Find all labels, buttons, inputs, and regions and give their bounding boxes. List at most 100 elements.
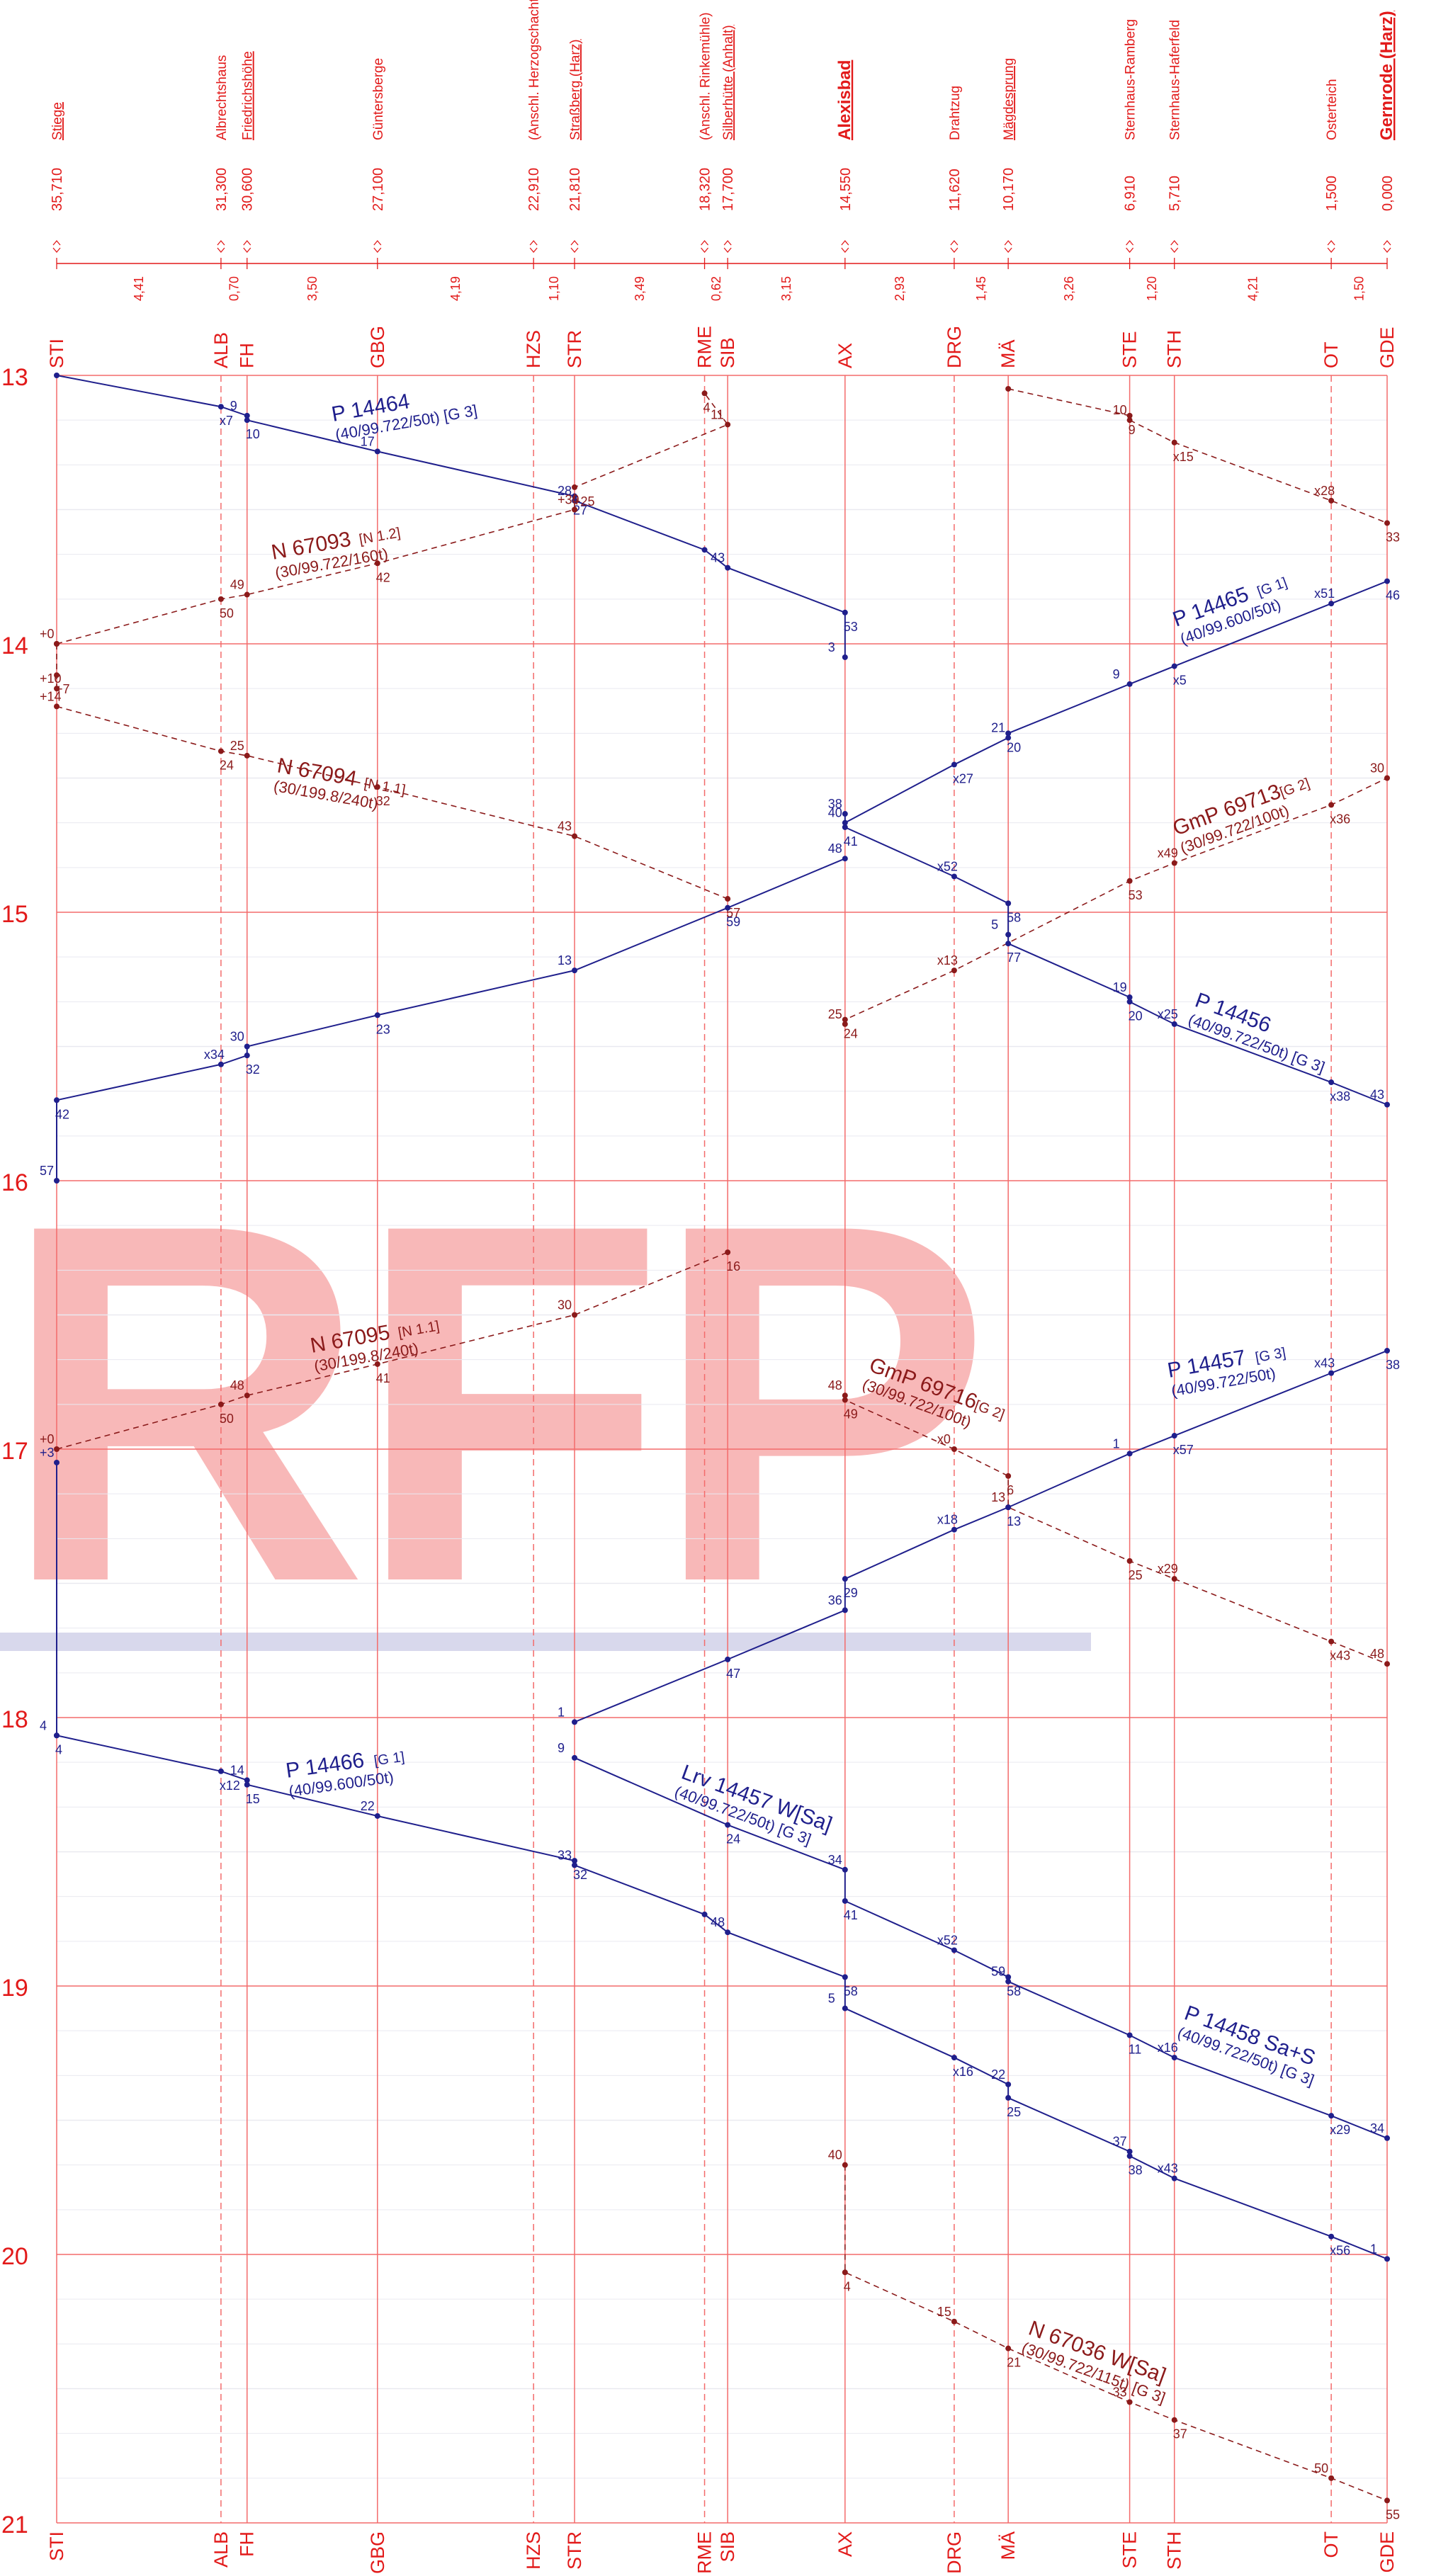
train-stop-dot [572, 1858, 578, 1864]
train-stop-dot [1384, 2497, 1390, 2504]
train-stop-minute: 25 [1007, 2105, 1021, 2119]
train-stop-dot [572, 833, 578, 839]
station-km: 30,600 [240, 168, 256, 211]
train-stop-minute: 41 [844, 834, 858, 849]
station-abbr-bottom: HZS [523, 2531, 544, 2570]
segment-length: 1,10 [547, 276, 561, 301]
train-stop-minute: x7 [220, 414, 233, 428]
station-name: Stiege [50, 102, 65, 140]
station-abbr-top: OT [1321, 342, 1342, 369]
train-stop-minute: 48 [230, 1378, 244, 1392]
train-stop-dot [1328, 2475, 1335, 2481]
segment-length: 1,20 [1145, 276, 1159, 301]
train-8: 57 42 x34 32 30 23 13 59 48 [40, 841, 848, 1184]
minor-grid [57, 419, 1387, 2479]
station-km: 17,700 [720, 168, 736, 211]
train-stop-dot [842, 1021, 848, 1027]
train-stop-dot [1328, 2233, 1335, 2240]
train-stop-minute: 13 [1007, 1514, 1021, 1528]
train-stop-dot [217, 1061, 224, 1067]
segment-length: 2,93 [893, 276, 907, 301]
train-stop-minute: 23 [376, 1022, 390, 1036]
train-stop-minute: x16 [953, 2065, 973, 2079]
watermark-shadow-bar [0, 1633, 1091, 1651]
train-stop-minute: 1 [558, 1705, 565, 1719]
train-path [844, 2164, 1388, 2502]
train-label: N 67036 W[Sa](30/99.722/115t) [G 3] [1019, 2317, 1169, 2407]
train-stop-minute: 59 [726, 915, 740, 929]
train-9: +0 50 48 41 30 16 [40, 1249, 740, 1452]
train-stop-minute: 58 [844, 1984, 858, 1998]
train-16: 40 4 15 21 33 37 50 55 [828, 2148, 1400, 2522]
train-stop-dot [842, 1016, 848, 1023]
train-stop-dot [1171, 439, 1177, 446]
station-abbr-bottom: STE [1119, 2531, 1141, 2569]
train-stop-minute: 4 [40, 1718, 47, 1732]
train-stop-minute: 38 [828, 797, 842, 811]
train-stop-minute: 32 [573, 1868, 587, 1882]
train-stop-dot [572, 497, 578, 504]
train-stop-minute: 3 [828, 640, 835, 654]
train-stop-minute: 43 [1370, 1088, 1384, 1102]
train-stop-dot [951, 1526, 957, 1533]
train-stop-dot [701, 390, 708, 397]
train-stop-minute: x5 [1173, 674, 1187, 688]
train-stop-minute: 47 [726, 1667, 740, 1681]
station-km: 27,100 [371, 168, 386, 211]
hour-label: 14 [1, 632, 28, 659]
station-marker [243, 239, 251, 254]
station-km: 0,000 [1380, 176, 1396, 211]
segment-length: 3,50 [305, 276, 320, 301]
train-stop-dot [1384, 2256, 1390, 2262]
station-marker [1126, 239, 1134, 254]
train-stop-dot [217, 596, 224, 602]
train-stop-dot [842, 1397, 848, 1403]
station-abbr-bottom: ALB [210, 2531, 232, 2568]
train-stop-minute: 11 [711, 407, 724, 421]
train-stop-minute: x27 [953, 772, 973, 786]
station-marker [1327, 239, 1335, 254]
station-abbr-top: ALB [210, 332, 232, 368]
station-abbr-bottom: SIB [717, 2531, 738, 2563]
station-abbr-top: STR [564, 330, 585, 368]
train-stop-dot [374, 1012, 380, 1019]
stations: STISTI35,710StiegeALBALB31,300Albrechtsh… [46, 0, 1398, 2574]
train-stop-dot [725, 1656, 731, 1662]
station-abbr-top: GBG [367, 326, 388, 368]
segment-length: 3,15 [779, 276, 793, 301]
train-stop-minute: 42 [55, 1107, 69, 1121]
train-stop-minute: x36 [1330, 812, 1350, 826]
train-stop-minute: x13 [937, 953, 958, 968]
train-stop-minute: 48 [828, 1378, 842, 1392]
train-stop-dot [1005, 941, 1012, 947]
train-stop-dot [725, 904, 731, 911]
train-stop-dot [54, 1097, 60, 1103]
train-stop-dot [374, 784, 380, 790]
train-stop-dot [1126, 1557, 1133, 1564]
train-stop-minute: x57 [1173, 1443, 1194, 1457]
train-stop-dot [1384, 1348, 1390, 1354]
train-stop-dot [842, 824, 848, 830]
segment-length: 1,45 [974, 276, 988, 301]
train-path [56, 705, 728, 900]
train-stop-dot [951, 2318, 957, 2325]
station-abbr-top: STH [1164, 330, 1185, 368]
train-stop-minute: 58 [1007, 1984, 1021, 1998]
train-stop-dot [1384, 1661, 1390, 1667]
train-path [574, 1757, 1388, 2139]
station-name: Friedrichshöhe [241, 51, 256, 140]
segment-length: 1,50 [1352, 276, 1367, 301]
station-abbr-top: HZS [523, 330, 544, 368]
train-stop-minute: 55 [1386, 2507, 1400, 2521]
train-stop-minute: 9 [230, 399, 237, 413]
station-name: Alexisbad [835, 60, 854, 140]
train-path [574, 1350, 1388, 1723]
train-stop-minute: 4 [703, 400, 711, 414]
train-stop-dot [725, 1249, 731, 1256]
train-stop-minute: 32 [376, 794, 390, 808]
train-label: P 14458 Sa+S(40/99.722/50t) [G 3] [1175, 2002, 1318, 2089]
hour-label: 17 [1, 1438, 28, 1465]
